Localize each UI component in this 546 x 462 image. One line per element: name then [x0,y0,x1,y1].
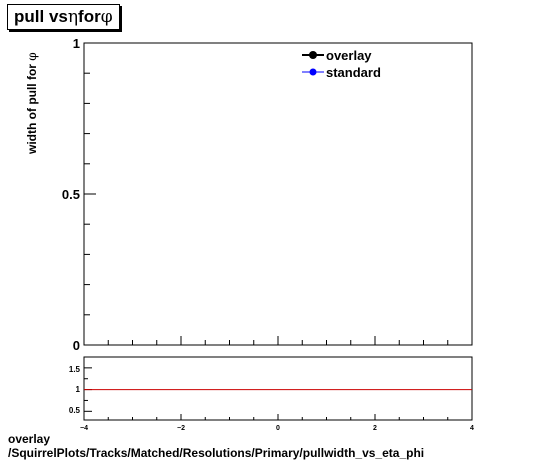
ratio-y-tick-label-1: 1 [76,385,81,394]
ratio-y-tick-label-0.5: 0.5 [69,406,81,415]
ratio-plot-frame [83,356,473,421]
x-tick-label-2: 2 [373,425,377,432]
footer-label: overlay [8,432,51,446]
ratio-x-ticks [83,414,473,420]
legend-entry-overlay: overlay [302,48,372,63]
x-tick-label-4: 4 [470,425,474,432]
legend-marker-overlay [309,51,317,59]
legend-entry-standard: standard [302,65,381,80]
title-middle: for [78,7,101,26]
y-tick-label-0.5: 0.5 [62,187,80,202]
y-tick-label-1: 1 [73,36,80,51]
x-tick-label-0: 0 [276,425,280,432]
main-plot-frame [83,42,473,346]
main-x-ticks [83,336,473,345]
title-phi-symbol: φ [100,7,113,27]
main-y-ticks [84,42,96,346]
legend-marker-standard [309,68,317,76]
y-axis-title-symbol: φ [25,52,39,60]
y-axis-title: width of pull for φ [25,52,39,155]
ratio-y-tick-label-1.5: 1.5 [69,365,81,374]
y-tick-label-0: 0 [73,338,80,353]
legend-label-standard: standard [326,65,381,80]
x-tick-label--2: −2 [177,425,185,432]
title-prefix: pull vs [14,7,68,26]
y-axis-title-text: width of pull for [25,61,39,155]
chart-title: pull vs η for φ [7,4,120,30]
legend-label-overlay: overlay [326,48,372,63]
footer-path: /SquirrelPlots/Tracks/Matched/Resolution… [8,446,425,460]
x-tick-label--4: −4 [80,425,88,432]
title-eta-symbol: η [67,7,79,27]
legend: overlay standard [302,48,381,80]
